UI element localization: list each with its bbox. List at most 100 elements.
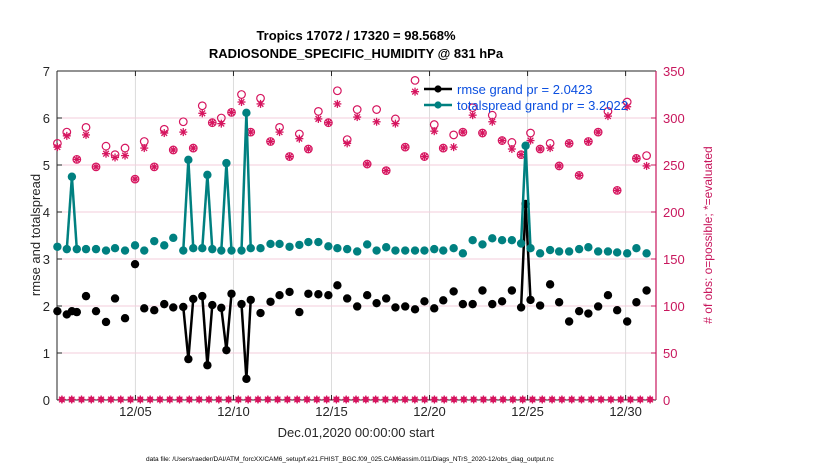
totalspread-point — [91, 244, 101, 254]
star-stroke — [228, 109, 235, 116]
star-stroke — [179, 128, 187, 136]
rmse-point — [208, 300, 217, 310]
totalspread-point — [420, 246, 429, 255]
star-stroke — [186, 396, 193, 403]
star-stroke — [431, 396, 438, 403]
star-stroke — [411, 88, 419, 95]
obs-evaluated-marker — [507, 145, 516, 154]
totalspread-point — [285, 242, 294, 251]
star-stroke — [209, 119, 216, 126]
star-stroke — [588, 396, 595, 403]
star-stroke — [527, 137, 534, 144]
totalspread-point — [53, 242, 62, 251]
obs-evaluated-marker — [401, 143, 410, 152]
star-stroke — [548, 396, 556, 403]
right-y-tick-label: 200 — [663, 205, 685, 220]
obs-zero-star — [538, 395, 547, 404]
star-stroke — [156, 396, 164, 403]
star-stroke — [627, 396, 634, 403]
star-stroke — [264, 396, 272, 403]
obs-evaluated-marker — [237, 98, 246, 107]
obs-evaluated-marker — [353, 113, 362, 122]
obs-evaluated-marker — [363, 160, 372, 169]
obs-evaluated-marker — [160, 129, 169, 138]
obs-possible-marker — [372, 105, 381, 114]
obs-zero-star — [312, 395, 321, 404]
obs-zero-star — [165, 395, 174, 404]
totalspread-point — [208, 244, 217, 254]
totalspread-point — [362, 240, 372, 249]
star-stroke — [421, 153, 428, 160]
obs-evaluated-marker — [295, 134, 304, 143]
obs-evaluated-marker — [488, 117, 497, 126]
totalspread-point — [237, 246, 246, 255]
obs-zero-star — [116, 395, 125, 404]
totalspread-point — [507, 236, 517, 245]
star-stroke — [450, 396, 458, 403]
rmse-segment — [187, 298, 195, 360]
rmse-point — [545, 280, 555, 289]
obs-zero-star — [450, 395, 459, 404]
star-stroke — [225, 396, 232, 403]
totalspread-point — [478, 240, 487, 249]
totalspread-point — [266, 239, 275, 249]
obs-evaluated-marker — [623, 102, 632, 111]
star-stroke — [558, 396, 566, 403]
obs-evaluated-marker — [82, 130, 91, 139]
totalspread-point — [189, 243, 198, 253]
totalspread-point — [203, 170, 212, 180]
obs-zero-star — [636, 395, 645, 404]
obs-evaluated-marker — [372, 117, 381, 126]
obs-zero-star — [302, 395, 311, 404]
star-stroke — [88, 396, 95, 403]
totalspread-point — [430, 244, 439, 254]
obs-zero-star — [106, 395, 115, 404]
obs-possible-marker — [410, 75, 420, 85]
star-stroke — [296, 135, 303, 142]
star-stroke — [469, 111, 476, 119]
obs-evaluated-marker — [324, 118, 333, 127]
obs-possible-marker — [642, 151, 651, 161]
totalspread-point — [401, 246, 410, 255]
rmse-point — [53, 306, 62, 316]
star-stroke — [594, 128, 602, 136]
rmse-point — [227, 289, 236, 298]
totalspread-point — [439, 246, 448, 255]
obs-evaluated-marker — [121, 151, 130, 160]
star-stroke — [489, 396, 497, 403]
star-stroke — [499, 396, 507, 403]
obs-zero-star — [214, 395, 223, 404]
obs-zero-star — [185, 395, 194, 404]
star-stroke — [479, 129, 486, 137]
star-stroke — [199, 110, 206, 117]
star-stroke — [169, 146, 177, 154]
star-stroke — [238, 98, 245, 106]
rmse-point — [468, 299, 477, 309]
obs-evaluated-marker — [304, 145, 313, 154]
rmse-point — [81, 291, 91, 301]
obs-evaluated-marker — [189, 144, 198, 153]
star-stroke — [68, 396, 75, 403]
star-stroke — [305, 145, 312, 153]
star-stroke — [137, 396, 144, 403]
obs-zero-star — [606, 395, 615, 404]
star-stroke — [508, 145, 516, 153]
obs-evaluated-marker — [642, 161, 651, 170]
star-stroke — [529, 396, 536, 403]
y-tick-label: 1 — [43, 346, 50, 361]
totalspread-point — [554, 247, 564, 256]
obs-evaluated-marker — [468, 111, 477, 120]
obs-evaluated-marker — [169, 145, 178, 154]
obs-evaluated-marker — [439, 144, 448, 153]
right-y-tick-label: 250 — [663, 158, 685, 173]
totalspread-point — [564, 247, 574, 256]
totalspread-point — [545, 245, 555, 255]
rmse-point — [430, 304, 439, 313]
rmse-segment — [201, 296, 209, 366]
obs-zero-star — [322, 395, 331, 404]
obs-zero-star — [616, 395, 625, 404]
totalspread-segment — [524, 145, 532, 249]
totalspread-point — [497, 236, 507, 245]
totalspread-point — [410, 246, 420, 255]
obs-zero-star — [528, 395, 537, 404]
